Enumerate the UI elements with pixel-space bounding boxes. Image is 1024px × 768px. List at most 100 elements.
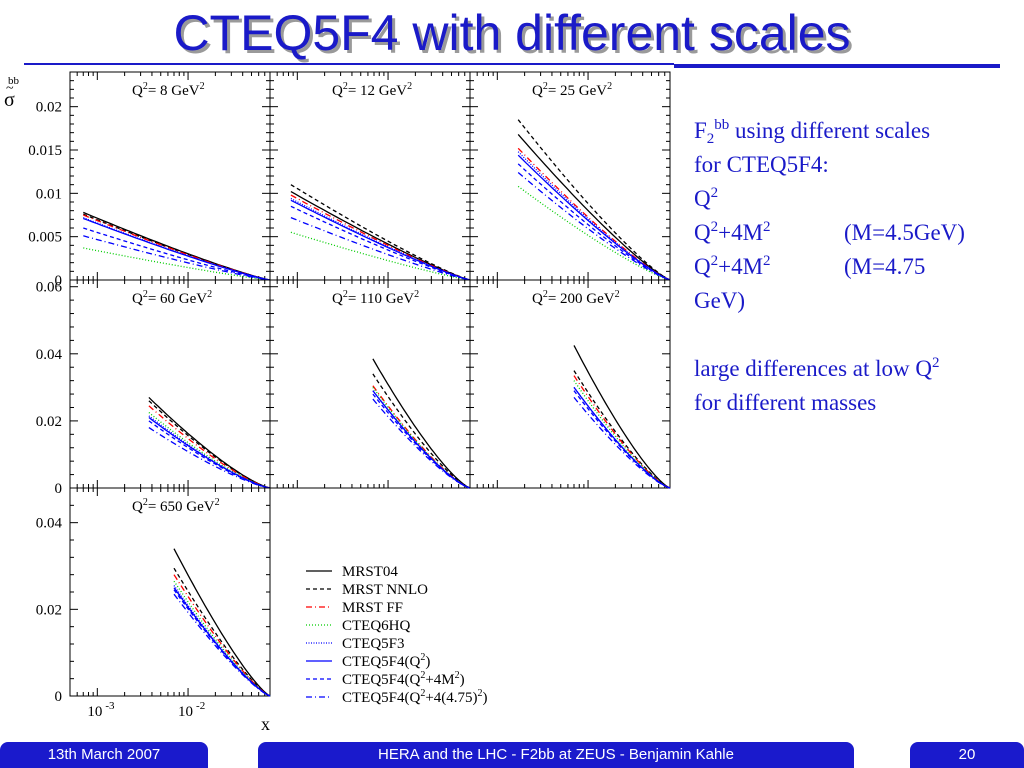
- panel-q2-25: Q2= 25 GeV2: [469, 71, 671, 281]
- panel-q2-12: Q2= 12 GeV2: [269, 71, 471, 281]
- panel-label: Q2= 25 GeV2: [532, 81, 612, 99]
- footer-talk-title: HERA and the LHC - F2bb at ZEUS - Benjam…: [258, 742, 854, 768]
- legend-item: MRST NNLO: [306, 582, 428, 598]
- footer-page-number: 20: [910, 742, 1024, 768]
- series-2-curve: [148, 405, 271, 489]
- note-line-2: for CTEQ5F4:: [694, 152, 829, 177]
- legend-label: MRST04: [342, 564, 398, 580]
- slide-title: CTEQ5F4 with different scales: [173, 5, 851, 61]
- series-2-curve: [573, 375, 671, 489]
- panel-label: Q2= 200 GeV2: [532, 289, 620, 307]
- y-tick-label: 0.04: [36, 516, 63, 532]
- title-rule: [24, 63, 674, 65]
- y-tick-label: 0: [55, 273, 63, 289]
- x-axis-label: x: [261, 714, 270, 732]
- series-1-curve: [372, 373, 471, 489]
- series-4-curve: [83, 216, 271, 281]
- x-tick-label: 10 -2: [178, 700, 205, 720]
- series-6-curve: [148, 420, 271, 489]
- series-3-curve: [372, 387, 471, 489]
- panel-q2-60: 0 0.02 0.04 0.06 Q2= 60 GeV2: [36, 279, 271, 497]
- series-1-curve: [517, 119, 671, 281]
- panel-label: Q2= 60 GeV2: [132, 289, 212, 307]
- series-5-curve: [517, 154, 671, 281]
- y-tick-label: 0.005: [28, 230, 62, 246]
- series-0-curve: [148, 396, 271, 489]
- legend-label: CTEQ5F4(Q2): [342, 652, 430, 670]
- panel-frame: [269, 71, 471, 281]
- legend-item: CTEQ5F4(Q2+4M2): [306, 670, 465, 688]
- legend-label: CTEQ6HQ: [342, 618, 410, 634]
- series-4-curve: [173, 585, 271, 697]
- series-1-curve: [173, 567, 271, 697]
- legend-label: MRST NNLO: [342, 582, 428, 598]
- note-line-1: F2bb using different scales: [694, 117, 931, 147]
- series-4-curve: [573, 387, 671, 489]
- series-6-curve: [372, 393, 471, 489]
- series-1-curve: [148, 400, 271, 489]
- footer-date: 13th March 2007: [0, 742, 208, 768]
- series-5-curve: [290, 199, 471, 281]
- axis-labels: ~ σ bb x: [4, 75, 270, 732]
- legend-label: CTEQ5F3: [342, 636, 405, 652]
- series-6-curve: [83, 227, 271, 281]
- note-line-8: for different masses: [694, 390, 877, 415]
- note-line-3: Q2: [694, 185, 719, 212]
- legend-item: CTEQ5F4(Q2): [306, 652, 430, 670]
- series-5-curve: [148, 416, 271, 489]
- y-tick-label: 0.015: [28, 143, 62, 159]
- panel-frame: [269, 279, 471, 489]
- bb-cross-section-chart: 0 0.005 0.01 0.015 0.02 Q2= 8 GeV2 Q2= 12 GeV2…: [4, 71, 671, 732]
- series-1-curve: [573, 370, 671, 489]
- legend-item: MRST04: [306, 564, 398, 580]
- panel-frame: [469, 71, 671, 281]
- legend-item: MRST FF: [306, 600, 403, 616]
- series-6-curve: [290, 205, 471, 281]
- series-0-curve: [517, 133, 671, 281]
- panel-q2-650: 0 0.02 0.04 Q2= 650 GeV2: [36, 487, 271, 705]
- legend-label: MRST FF: [342, 600, 403, 616]
- series-2-curve: [372, 385, 471, 489]
- panel-q2-8: 0 0.005 0.01 0.015 0.02 Q2= 8 GeV2: [28, 71, 271, 289]
- series-4-curve: [372, 390, 471, 489]
- series-6-curve: [573, 390, 671, 489]
- series-1-curve: [290, 184, 471, 281]
- series-1-curve: [83, 213, 271, 281]
- panel-label: Q2= 110 GeV2: [332, 289, 419, 307]
- series-7-curve: [173, 593, 271, 697]
- series-7-curve: [148, 427, 271, 489]
- series-7-curve: [290, 216, 471, 281]
- note-line-5: Q2+4M2 (M=4.75: [694, 253, 926, 280]
- y-tick-label: 0: [55, 481, 63, 497]
- panel-label: Q2= 12 GeV2: [332, 81, 412, 99]
- series-7-curve: [83, 235, 271, 281]
- series-0-curve: [573, 345, 671, 489]
- series-3-curve: [573, 380, 671, 489]
- series-2-curve: [290, 194, 471, 281]
- legend-label: CTEQ5F4(Q2+4M2): [342, 670, 465, 688]
- note-line-6: GeV): [694, 288, 746, 313]
- series-6-curve: [173, 589, 271, 697]
- panel-q2-110: Q2= 110 GeV2: [269, 279, 471, 489]
- y-tick-label: 0.02: [36, 414, 62, 430]
- series-0-curve: [173, 548, 271, 697]
- series-5-curve: [83, 217, 271, 281]
- series-4-curve: [290, 197, 471, 281]
- panel-frame: [69, 487, 271, 697]
- series-0-curve: [290, 191, 471, 281]
- y-axis-tilde: ~: [6, 81, 14, 96]
- series-7-curve: [517, 172, 671, 281]
- series-3-curve: [148, 412, 271, 489]
- title-rule-accent: [674, 64, 1000, 68]
- series-5-curve: [573, 387, 671, 489]
- panel-q2-200: Q2= 200 GeV2: [469, 279, 671, 489]
- x-tick-label: 10 -3: [87, 700, 115, 720]
- legend-item: CTEQ5F3: [306, 636, 405, 652]
- y-tick-label: 0.02: [36, 602, 62, 618]
- panel-label: Q2= 650 GeV2: [132, 497, 220, 515]
- y-tick-label: 0: [55, 689, 63, 705]
- panel-frame: [69, 279, 271, 489]
- panel-frame: [469, 279, 671, 489]
- series-0-curve: [372, 358, 471, 489]
